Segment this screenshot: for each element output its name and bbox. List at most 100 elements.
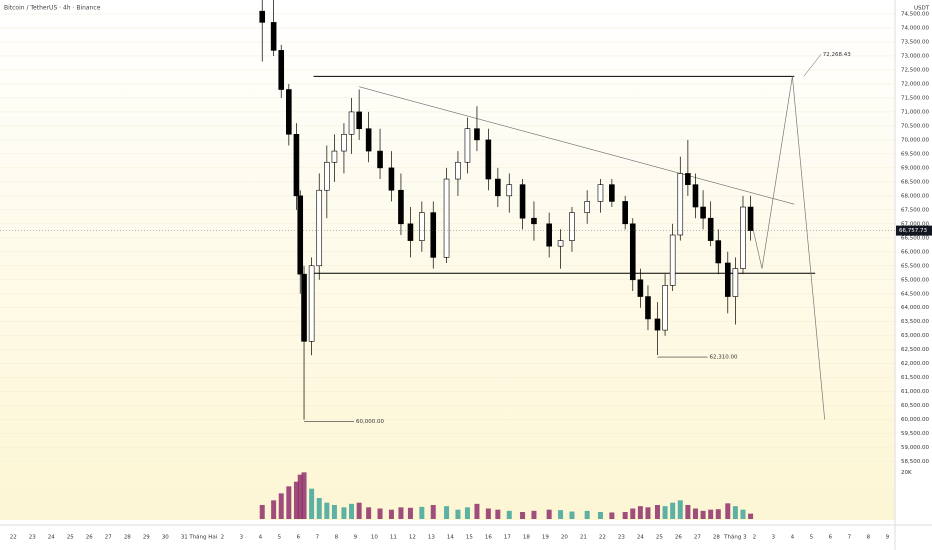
volume-bar bbox=[485, 508, 491, 519]
y-tick-label: 71,500.00 bbox=[901, 95, 929, 101]
x-tick-label: 28 bbox=[713, 535, 720, 541]
chart-title: Bitcoin / TetherUS · 4h · Binance bbox=[4, 5, 101, 12]
x-tick-label: 9 bbox=[886, 535, 890, 541]
y-tick-label: 74,500.00 bbox=[901, 11, 929, 17]
x-tick-label: 8 bbox=[867, 535, 871, 541]
volume-bar bbox=[495, 509, 501, 519]
x-tick-label: 23 bbox=[618, 535, 625, 541]
volume-bar bbox=[293, 481, 299, 519]
x-tick-label: 30 bbox=[162, 535, 169, 541]
x-tick-label: Tháng Hai bbox=[188, 534, 217, 541]
y-tick-label: 74,000.00 bbox=[901, 25, 929, 31]
y-tick-label: 72,500.00 bbox=[901, 67, 929, 73]
x-tick-label: 11 bbox=[390, 535, 397, 541]
volume-bar bbox=[366, 507, 372, 519]
candle-body bbox=[645, 296, 651, 320]
volume-bar bbox=[700, 510, 706, 519]
volume-bar bbox=[430, 505, 436, 519]
x-tick-label: 25 bbox=[67, 535, 74, 541]
x-tick-label: 27 bbox=[694, 535, 701, 541]
x-tick-label: 3 bbox=[772, 535, 776, 541]
volume-bar bbox=[316, 498, 322, 519]
candle-body bbox=[286, 89, 292, 135]
candle-body bbox=[609, 184, 615, 202]
candle-body bbox=[297, 195, 304, 275]
candle-body bbox=[430, 212, 437, 258]
candle-body bbox=[531, 217, 537, 225]
x-tick-label: 14 bbox=[447, 535, 454, 541]
volume-bar bbox=[356, 502, 362, 519]
x-tick-label: 26 bbox=[86, 535, 93, 541]
candle-body bbox=[455, 161, 461, 180]
volume-bar bbox=[520, 512, 526, 519]
axis-unit: USDT bbox=[914, 6, 930, 12]
x-tick-label: 17 bbox=[504, 535, 511, 541]
volume-bar bbox=[349, 503, 355, 519]
y-tick-label: 60,500.00 bbox=[901, 403, 929, 409]
x-tick-label: 2 bbox=[753, 535, 757, 541]
volume-bar bbox=[569, 511, 575, 519]
low-label: 62,310.00 bbox=[709, 355, 737, 361]
x-tick-label: Tháng 3 bbox=[723, 534, 747, 541]
last-price-label: 66,757.73 bbox=[899, 228, 927, 234]
y-tick-label: 71,000.00 bbox=[901, 109, 929, 115]
y-tick-label: 69,000.00 bbox=[901, 165, 929, 171]
volume-bar bbox=[546, 509, 552, 519]
volume-bar bbox=[278, 493, 284, 519]
volume-bar bbox=[531, 510, 537, 519]
candle-body bbox=[732, 268, 739, 297]
candle-body bbox=[629, 223, 636, 281]
volume-bar bbox=[609, 512, 615, 519]
y-tick-label: 73,000.00 bbox=[901, 53, 929, 59]
y-tick-label: 67,000.00 bbox=[901, 221, 929, 227]
last-price-box bbox=[896, 225, 932, 236]
y-tick-label: 68,000.00 bbox=[901, 193, 929, 199]
volume-bar bbox=[645, 507, 651, 519]
y-tick-label: 61,000.00 bbox=[901, 389, 929, 395]
x-tick-label: 4 bbox=[259, 535, 263, 541]
x-tick-label: 16 bbox=[485, 535, 492, 541]
candle-body bbox=[293, 133, 300, 197]
volume-bar bbox=[506, 510, 512, 519]
volume-bar bbox=[692, 508, 698, 519]
candle-body bbox=[669, 234, 676, 286]
x-tick-label: 5 bbox=[278, 535, 282, 541]
x-tick-label: 20 bbox=[561, 535, 568, 541]
y-tick-label: 65,500.00 bbox=[901, 263, 929, 269]
y-tick-label: 59,500.00 bbox=[901, 431, 929, 437]
plot-background bbox=[0, 0, 895, 520]
volume-bar bbox=[341, 507, 347, 519]
candle-body bbox=[495, 178, 501, 197]
candle-body bbox=[356, 111, 362, 129]
y-tick-label: 62,000.00 bbox=[901, 361, 929, 367]
candle-body bbox=[308, 265, 315, 342]
candle-body bbox=[622, 201, 628, 225]
candle-body bbox=[331, 150, 338, 163]
candle-body bbox=[316, 189, 323, 267]
volume-bar bbox=[630, 508, 636, 519]
y-tick-label: 70,000.00 bbox=[901, 137, 929, 143]
y-tick-label: 72,000.00 bbox=[901, 81, 929, 87]
volume-bar bbox=[309, 488, 315, 519]
candle-body bbox=[419, 212, 425, 241]
candle-body bbox=[365, 128, 372, 152]
y-tick-label: 60,000.00 bbox=[901, 417, 929, 423]
volume-bar bbox=[670, 502, 676, 519]
candle-body bbox=[341, 133, 347, 152]
volume-bar bbox=[407, 507, 413, 519]
level-leader bbox=[803, 54, 822, 77]
volume-tick-label: 20K bbox=[901, 470, 912, 476]
y-tick-label: 59,000.00 bbox=[901, 445, 929, 451]
x-tick-label: 3 bbox=[240, 535, 244, 541]
x-tick-label: 29 bbox=[143, 535, 150, 541]
y-tick-label: 68,500.00 bbox=[901, 179, 929, 185]
volume-bar bbox=[286, 486, 292, 519]
volume-bar bbox=[419, 506, 425, 519]
volume-bar bbox=[474, 503, 480, 519]
candle-body bbox=[715, 240, 722, 264]
x-tick-label: 26 bbox=[675, 535, 682, 541]
candle-body bbox=[569, 212, 575, 241]
volume-bar bbox=[662, 506, 668, 519]
candle-body bbox=[597, 184, 604, 202]
x-tick-label: 21 bbox=[580, 535, 587, 541]
